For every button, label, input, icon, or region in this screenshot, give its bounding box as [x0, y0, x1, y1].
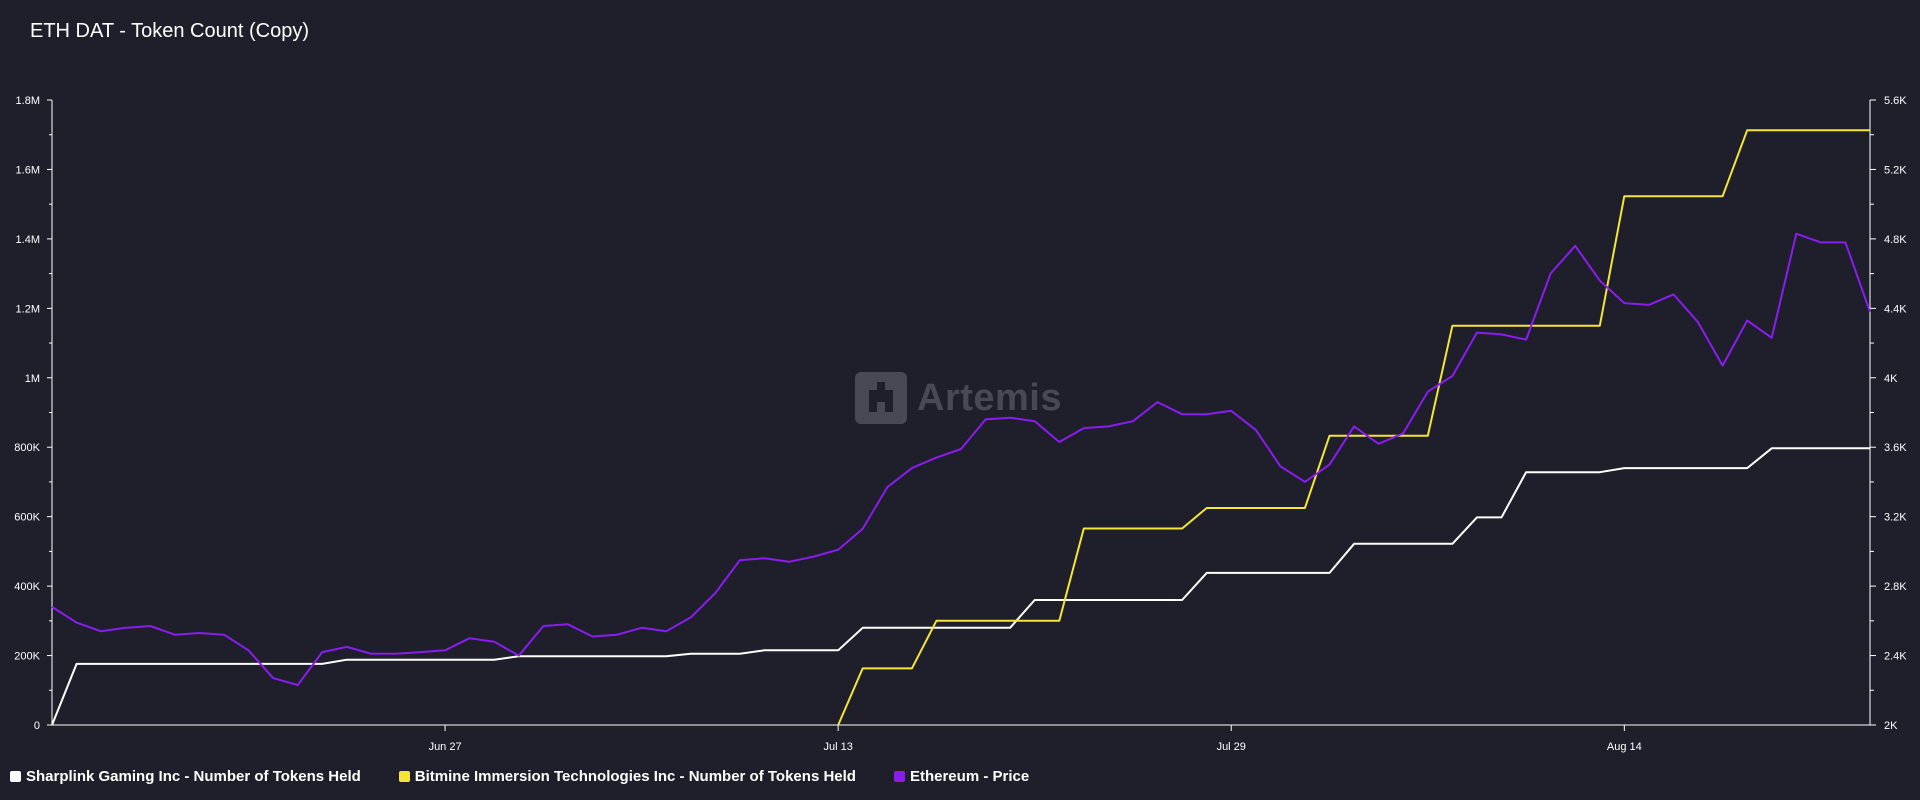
ethereum-price-line [51, 232, 1871, 687]
x-tick-label: Aug 14 [1607, 741, 1642, 753]
legend-label-bitmine: Bitmine Immersion Technologies Inc - Num… [414, 768, 856, 785]
y-right-tick-label: 4.4K [1884, 303, 1907, 315]
y-right-tick-label: 2.8K [1884, 581, 1907, 593]
chart-title: ETH DAT - Token Count (Copy) [30, 20, 309, 42]
y-right-tick-label: 3.2K [1884, 512, 1907, 524]
y-right-tick-label: 4.8K [1884, 234, 1907, 246]
artemis-watermark-text: Artemis [917, 376, 1062, 419]
legend-swatch-sharplink [10, 771, 21, 782]
legend-label-ethereum-price: Ethereum - Price [909, 768, 1030, 785]
y-right-tick-label: 5.2K [1884, 164, 1907, 176]
y-left-tick-label: 1M [25, 373, 40, 385]
legend-swatch-bitmine [398, 771, 410, 782]
x-tick-label: Jun 27 [429, 741, 462, 753]
y-left-tick-label: 1.6M [16, 164, 40, 176]
legend-item-ethereum-price[interactable]: Ethereum - Price [893, 768, 1030, 785]
y-right-tick-label: 2.4K [1884, 651, 1907, 663]
y-left-tick-label: 600K [14, 512, 40, 524]
artemis-watermark: Artemis [855, 372, 1062, 424]
artemis-logo-icon [855, 372, 907, 424]
y-left-tick-label: 0 [34, 720, 40, 732]
legend-swatch-ethereum-price [893, 771, 905, 782]
x-tick-label: Jul 29 [1217, 741, 1246, 753]
y-left-tick-label: 400K [14, 581, 40, 593]
legend-item-sharplink[interactable]: Sharplink Gaming Inc - Number of Tokens … [10, 768, 361, 785]
bitmine-line [837, 129, 1870, 726]
y-left-tick-label: 1.2M [16, 303, 40, 315]
y-right-tick-label: 2K [1884, 720, 1898, 732]
y-left-tick-label: 1.8M [16, 95, 40, 107]
y-right-tick-label: 3.6K [1884, 442, 1907, 454]
legend-label-sharplink: Sharplink Gaming Inc - Number of Tokens … [26, 768, 361, 785]
y-right-tick-label: 4K [1884, 373, 1898, 385]
legend-item-bitmine[interactable]: Bitmine Immersion Technologies Inc - Num… [398, 768, 856, 785]
chart-canvas: 0 200K 400K 600K 800K 1M 1.2M 1.4M 1.6M 1.8M 2K 2.4… [14, 95, 1907, 753]
y-left-tick-label: 1.4M [16, 234, 40, 246]
y-left-tick-label: 800K [14, 442, 40, 454]
x-tick-label: Jul 13 [823, 741, 852, 753]
sharplink-line [51, 447, 1870, 726]
legend: Sharplink Gaming Inc - Number of Tokens … [10, 768, 1029, 785]
y-left-tick-label: 200K [14, 651, 40, 663]
y-right-tick-label: 5.6K [1884, 95, 1907, 107]
